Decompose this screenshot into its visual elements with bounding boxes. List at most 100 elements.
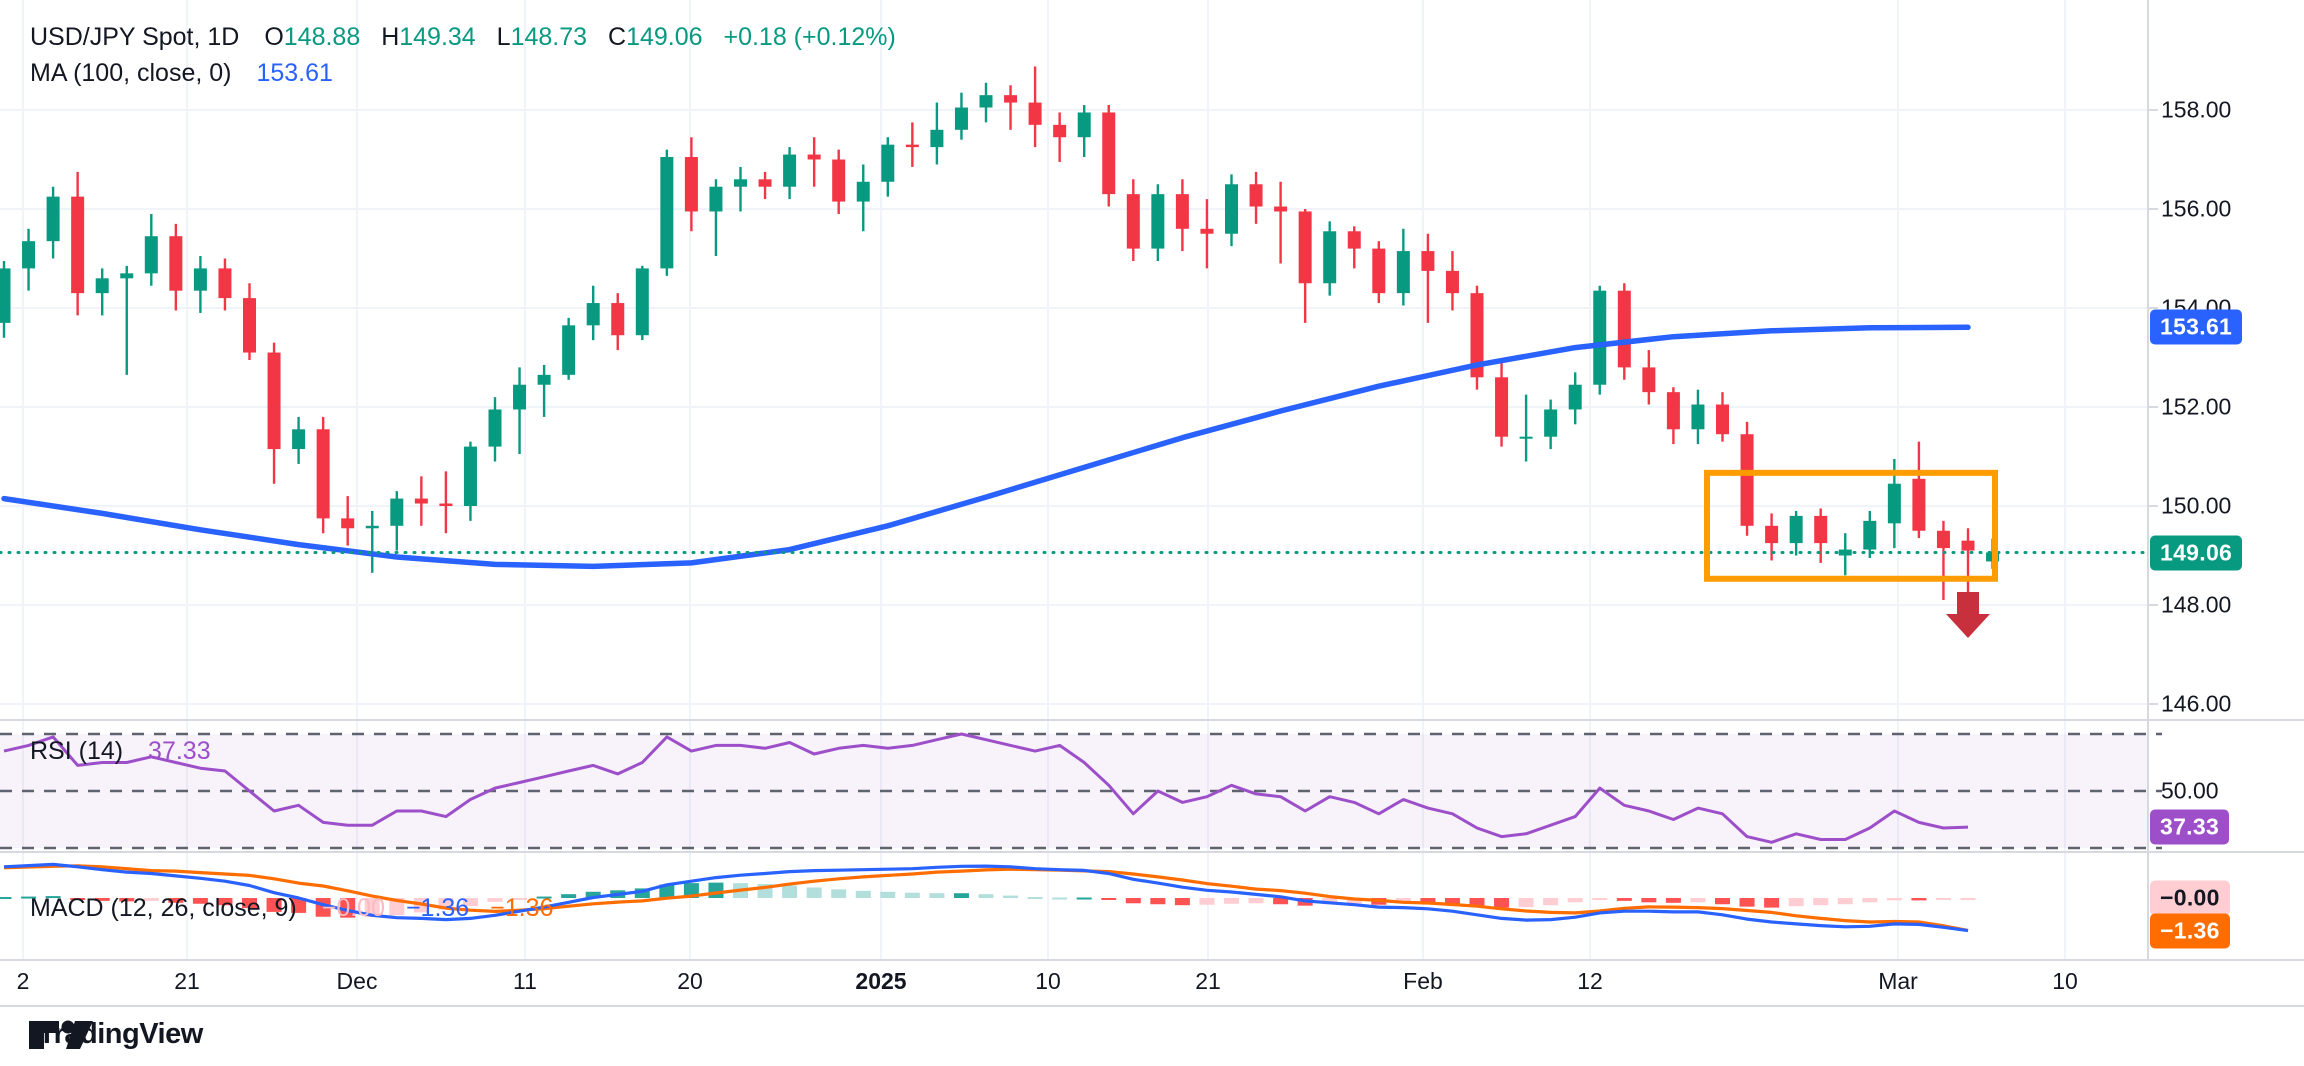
macd-histogram-bar xyxy=(487,898,503,902)
macd-histogram-bar xyxy=(438,898,454,910)
macd-line xyxy=(3,862,1969,933)
macd-histogram-bar xyxy=(291,898,307,913)
rsi-badge: 37.33 xyxy=(2150,809,2230,845)
candle-body xyxy=(1789,515,1803,544)
time-axis-label: 10 xyxy=(2052,968,2078,994)
candle-body xyxy=(1175,194,1189,229)
candle-body xyxy=(1151,194,1165,249)
rsi-legend[interactable]: RSI (14) 37.33 xyxy=(30,736,211,766)
macd-histogram-bar xyxy=(1174,898,1190,906)
candle-body xyxy=(0,268,11,323)
macd-histogram-bar xyxy=(1027,897,1043,900)
candle-body xyxy=(1961,540,1975,551)
candle-body xyxy=(1225,184,1238,234)
down-arrow-annotation xyxy=(1946,592,1990,638)
macd-histogram-bar xyxy=(1813,898,1829,906)
price-axis-label: 158.00 xyxy=(2161,96,2232,123)
ohlc-close-value: 149.06 xyxy=(626,23,703,51)
macd-histogram-bar xyxy=(192,898,208,904)
candle-body xyxy=(1298,211,1312,284)
ma-label: MA (100, close, 0) xyxy=(30,59,232,87)
candle-body xyxy=(120,273,134,279)
candle-body xyxy=(218,268,232,299)
candle-body xyxy=(562,325,576,375)
candle-body xyxy=(341,518,355,529)
macd-histogram-bar xyxy=(585,891,601,898)
candle-body xyxy=(1126,194,1140,249)
macd-legend[interactable]: MACD (12, 26, close, 9) −0.00 −1.36 −1.3… xyxy=(30,893,567,923)
price-axis-label: 156.00 xyxy=(2161,195,2232,222)
candle-body xyxy=(905,144,919,148)
macd-histogram-bar xyxy=(1199,898,1215,905)
candle-body xyxy=(1053,124,1067,138)
candle-body xyxy=(537,374,551,385)
macd-histogram-bar xyxy=(1935,898,1951,900)
macd-histogram-bar xyxy=(929,893,945,898)
ohlc-open-label: O xyxy=(264,23,284,51)
macd-histogram-bar xyxy=(94,898,110,901)
change-value: +0.18 (+0.12%) xyxy=(723,23,896,51)
macd-histogram-bar xyxy=(831,889,847,898)
macd-histogram-bar xyxy=(1150,898,1166,905)
candle-body xyxy=(1077,112,1091,138)
macd-histogram-bar xyxy=(953,893,969,898)
macd-histogram-bar xyxy=(1003,895,1019,898)
candle-body xyxy=(1495,377,1509,437)
candle-body xyxy=(144,236,158,274)
macd-histogram-bar xyxy=(1543,898,1559,906)
tradingview-logo-icon xyxy=(29,1020,93,1049)
macd-histogram-bar xyxy=(1518,898,1534,908)
tradingview-logo[interactable]: TradingView xyxy=(28,1018,203,1051)
candle-body xyxy=(1102,112,1116,195)
candle-body xyxy=(95,278,109,294)
ohlc-open-value: 148.88 xyxy=(283,23,361,51)
symbol-legend[interactable]: USD/JPY Spot, 1D O148.88 H149.34 L148.73… xyxy=(30,22,896,52)
candle-body xyxy=(856,181,870,202)
macd-histogram-bar xyxy=(904,892,920,898)
candle-body xyxy=(1028,102,1042,125)
candle-body xyxy=(881,144,895,182)
macd-histogram-bar xyxy=(1862,898,1878,903)
candle-body xyxy=(1642,367,1656,393)
macd-histogram-bar xyxy=(536,896,552,899)
candle-body xyxy=(46,196,60,242)
candle-body xyxy=(1274,206,1288,212)
candle-body xyxy=(1863,520,1877,550)
candle-body xyxy=(1814,515,1828,544)
macd-histogram-bar xyxy=(1788,898,1804,907)
candle-body xyxy=(1200,228,1214,234)
candle-body xyxy=(1936,530,1950,549)
macd-histogram-bar xyxy=(634,888,650,898)
candle-body xyxy=(1765,525,1779,544)
candle-body xyxy=(684,157,698,212)
ma-legend[interactable]: MA (100, close, 0) 153.61 xyxy=(30,58,333,88)
candle-body xyxy=(1593,290,1607,385)
macd-histogram-bar xyxy=(855,890,871,898)
candle-body xyxy=(979,95,993,108)
macd-histogram-bar xyxy=(1444,898,1460,905)
time-axis-label: 2025 xyxy=(855,968,907,994)
candle-body xyxy=(488,409,502,447)
macd-histogram-bar xyxy=(1739,898,1755,907)
macd-histogram-bar xyxy=(782,885,798,898)
macd-hist-value: −0.00 xyxy=(321,894,385,922)
candle-body xyxy=(243,298,256,353)
candle-body xyxy=(1421,251,1435,271)
macd-histogram-bar xyxy=(168,898,184,903)
macd-histogram-bar xyxy=(659,884,675,898)
macd-histogram-bar xyxy=(1690,898,1706,903)
time-axis-label: 21 xyxy=(174,968,200,994)
macd-histogram-bar xyxy=(1346,898,1362,904)
macd-histogram-bar xyxy=(1886,898,1902,901)
ohlc-low-label: L xyxy=(496,23,511,51)
candle-body xyxy=(1740,434,1754,526)
rsi-line xyxy=(3,732,1969,844)
macd-histogram-bar xyxy=(561,894,577,898)
symbol-title[interactable]: USD/JPY Spot, 1D xyxy=(30,23,240,51)
candle-body xyxy=(954,107,968,130)
rsi-label: RSI (14) xyxy=(30,737,124,765)
macd-histogram-bar xyxy=(1592,898,1608,900)
macd-histogram-bar xyxy=(1469,898,1485,907)
